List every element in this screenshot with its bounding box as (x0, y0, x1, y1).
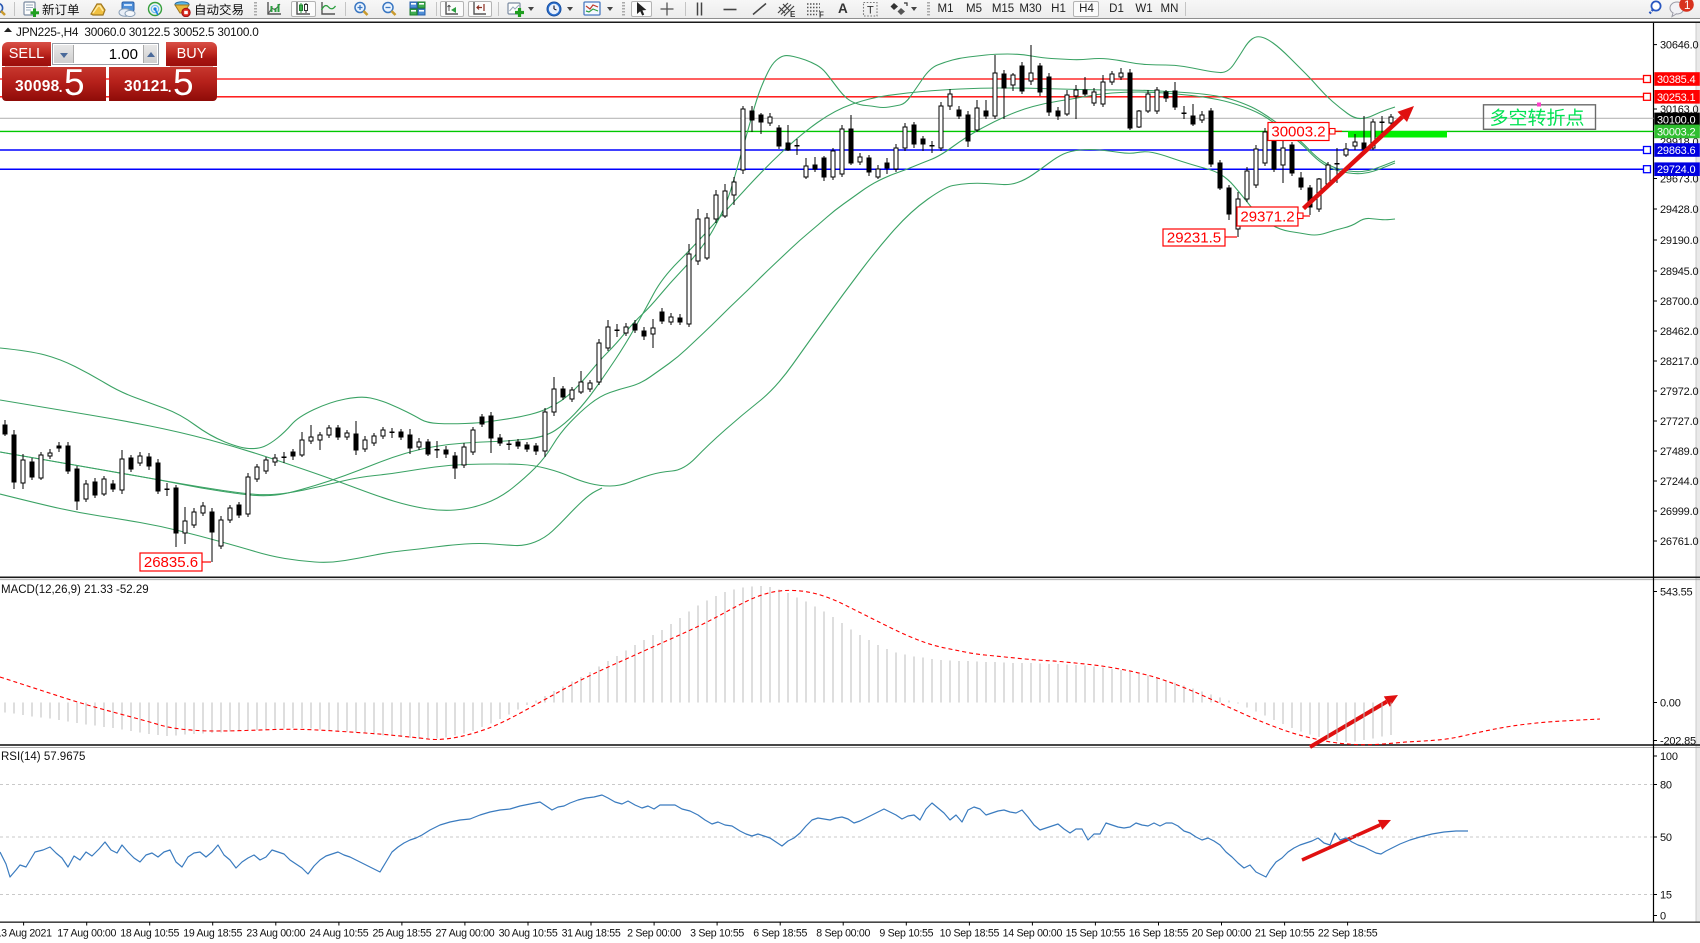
svg-text:16 Sep 18:55: 16 Sep 18:55 (1129, 928, 1189, 940)
svg-text:9 Sep 10:55: 9 Sep 10:55 (879, 928, 933, 940)
svg-text:8 Sep 00:00: 8 Sep 00:00 (816, 928, 870, 940)
svg-text:27727.0: 27727.0 (1660, 416, 1698, 428)
svg-text:24 Aug 10:55: 24 Aug 10:55 (309, 928, 368, 940)
svg-text:26835.6: 26835.6 (144, 554, 198, 571)
svg-text:29428.0: 29428.0 (1660, 204, 1698, 216)
svg-text:27 Aug 00:00: 27 Aug 00:00 (435, 928, 494, 940)
svg-text:2 Sep 00:00: 2 Sep 00:00 (627, 928, 681, 940)
svg-text:14 Sep 00:00: 14 Sep 00:00 (1003, 928, 1063, 940)
svg-text:1: 1 (1684, 0, 1690, 12)
svg-text:28700.0: 28700.0 (1660, 296, 1698, 308)
svg-text:JPN225-,H4 30060.0 30122.5 30: JPN225-,H4 30060.0 30122.5 30052.5 30100… (16, 25, 259, 39)
svg-text:RSI(14) 57.9675: RSI(14) 57.9675 (1, 751, 85, 763)
svg-text:31 Aug 18:55: 31 Aug 18:55 (562, 928, 621, 940)
svg-text:25 Aug 18:55: 25 Aug 18:55 (372, 928, 431, 940)
svg-text:30646.0: 30646.0 (1660, 40, 1698, 52)
svg-text:10 Sep 18:55: 10 Sep 18:55 (940, 928, 1000, 940)
svg-text:29190.0: 29190.0 (1660, 235, 1698, 247)
svg-text:28462.0: 28462.0 (1660, 326, 1698, 338)
svg-text:30003.2: 30003.2 (1271, 124, 1325, 141)
svg-text:21 Sep 10:55: 21 Sep 10:55 (1255, 928, 1315, 940)
svg-text:15: 15 (1660, 890, 1672, 902)
svg-text:MACD(12,26,9) 21.33 -52.29: MACD(12,26,9) 21.33 -52.29 (1, 584, 149, 596)
svg-text:17 Aug 00:00: 17 Aug 00:00 (57, 928, 116, 940)
svg-text:0: 0 (1660, 911, 1666, 923)
svg-text:29231.5: 29231.5 (1167, 230, 1221, 247)
svg-text:15 Sep 10:55: 15 Sep 10:55 (1066, 928, 1126, 940)
svg-text:27489.0: 27489.0 (1660, 446, 1698, 458)
svg-text:29724.0: 29724.0 (1657, 164, 1695, 176)
svg-text:28217.0: 28217.0 (1660, 356, 1698, 368)
svg-text:13 Aug 2021: 13 Aug 2021 (0, 928, 52, 940)
svg-text:F: F (819, 11, 824, 19)
svg-text:-202.85: -202.85 (1660, 736, 1696, 748)
svg-text:T: T (867, 5, 874, 17)
svg-text:50: 50 (1660, 832, 1672, 844)
svg-text:543.55: 543.55 (1660, 587, 1693, 599)
svg-text:30100.0: 30100.0 (1657, 114, 1695, 126)
svg-text:27244.0: 27244.0 (1660, 476, 1698, 488)
svg-text:26761.0: 26761.0 (1660, 536, 1698, 548)
svg-text:80: 80 (1660, 780, 1672, 792)
svg-text:6 Sep 18:55: 6 Sep 18:55 (753, 928, 807, 940)
svg-text:26999.0: 26999.0 (1660, 506, 1698, 518)
svg-text:100: 100 (1660, 751, 1678, 763)
svg-text:27972.0: 27972.0 (1660, 386, 1698, 398)
svg-text:29371.2: 29371.2 (1240, 209, 1294, 226)
svg-text:18 Aug 10:55: 18 Aug 10:55 (120, 928, 179, 940)
svg-text:28945.0: 28945.0 (1660, 266, 1698, 278)
svg-text:20 Sep 00:00: 20 Sep 00:00 (1192, 928, 1252, 940)
svg-text:30003.2: 30003.2 (1657, 126, 1695, 138)
svg-text:19 Aug 18:55: 19 Aug 18:55 (183, 928, 242, 940)
svg-text:E: E (790, 10, 796, 18)
svg-text:23 Aug 00:00: 23 Aug 00:00 (246, 928, 305, 940)
svg-text:30253.1: 30253.1 (1657, 92, 1695, 104)
svg-text:29863.6: 29863.6 (1657, 145, 1695, 157)
svg-text:0.00: 0.00 (1660, 698, 1681, 710)
svg-text:3 Sep 10:55: 3 Sep 10:55 (690, 928, 744, 940)
svg-text:22 Sep 18:55: 22 Sep 18:55 (1318, 928, 1378, 940)
svg-text:29673.0: 29673.0 (1660, 174, 1698, 186)
svg-text:30 Aug 10:55: 30 Aug 10:55 (499, 928, 558, 940)
svg-text:30385.4: 30385.4 (1657, 74, 1695, 86)
